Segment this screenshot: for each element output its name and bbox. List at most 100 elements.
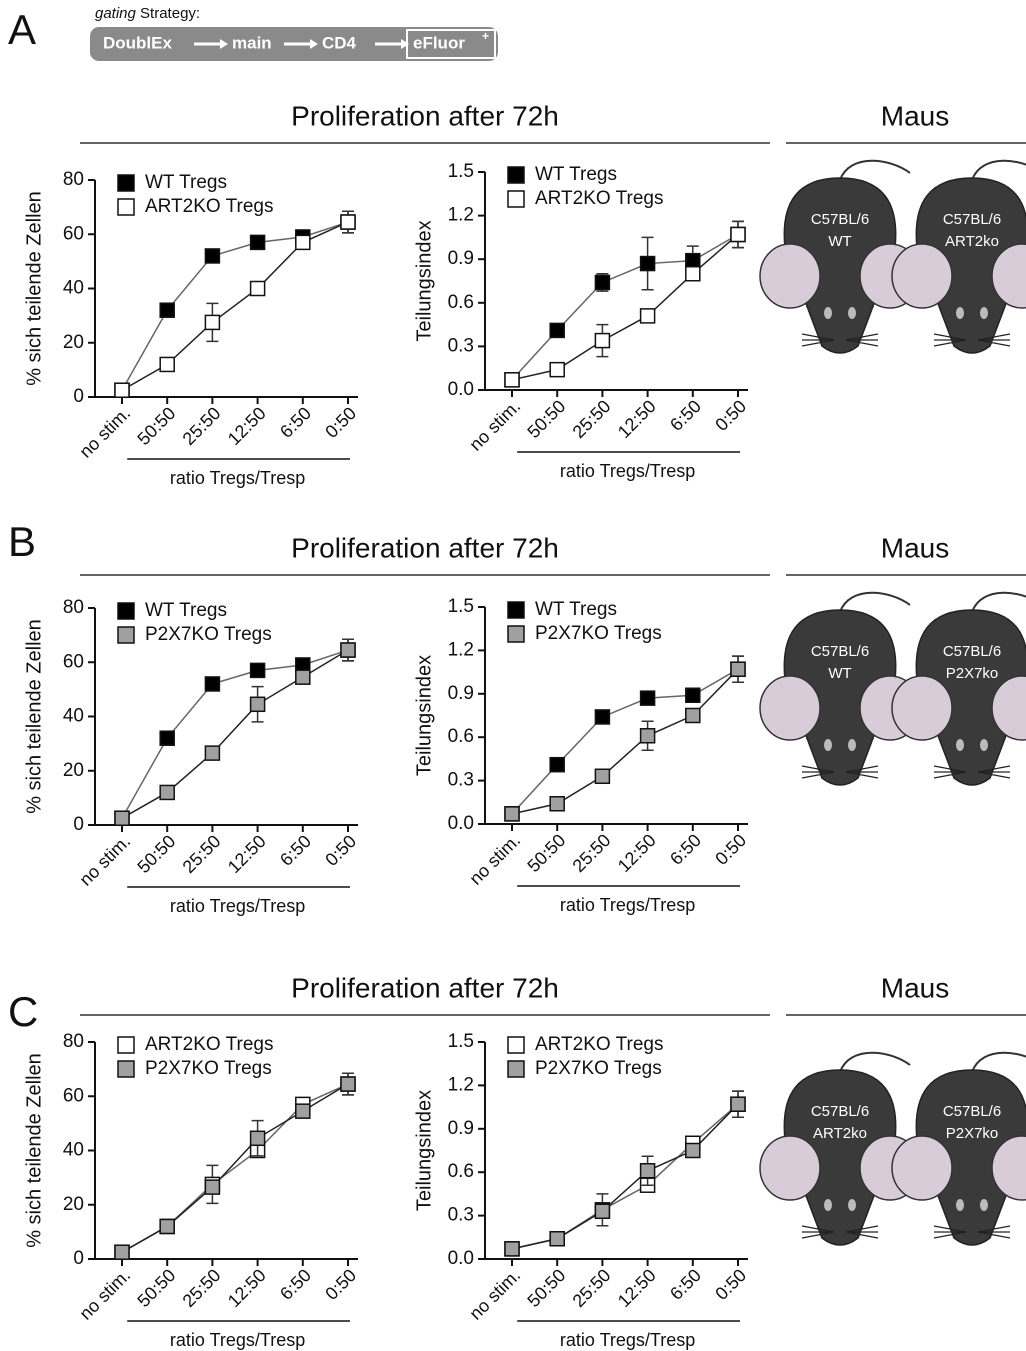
marker <box>594 768 611 785</box>
y-tick-label: 0.6 <box>448 292 474 313</box>
y-tick-label: 0.9 <box>448 683 474 704</box>
mouse-eye <box>824 1199 832 1211</box>
marker <box>594 332 611 349</box>
marker <box>639 255 656 272</box>
legend-swatch <box>507 166 525 184</box>
gating-arrowhead <box>401 39 409 49</box>
side-heading: Maus <box>881 100 949 131</box>
mouse-label: C57BL/6 <box>943 1103 1001 1120</box>
mouse-ear <box>891 675 953 741</box>
marker <box>685 707 701 724</box>
mouse-tail <box>839 159 911 181</box>
marker <box>594 1203 611 1220</box>
legend-label: WT Tregs <box>145 172 227 193</box>
mouse-whisker <box>933 333 967 341</box>
gating-step: DoublEx <box>103 33 172 52</box>
marker <box>594 709 611 725</box>
gating-arrowhead <box>310 39 318 49</box>
gating-label: gating Strategy: <box>95 5 200 22</box>
y-tick-label: 1.5 <box>448 161 474 182</box>
marker <box>549 795 565 812</box>
mouse: C57BL/6 ART2ko <box>759 1051 921 1246</box>
mouse-whisker <box>801 339 835 347</box>
y-tick-label: 0.0 <box>448 813 474 834</box>
x-axis-label: ratio Tregs/Tresp <box>560 895 695 915</box>
series-line <box>121 649 349 819</box>
legend-swatch <box>117 174 135 192</box>
mouse-whisker <box>933 1225 967 1233</box>
marker <box>549 756 565 773</box>
section-heading: Proliferation after 72h <box>291 100 559 131</box>
legend-swatch <box>117 1060 135 1078</box>
mouse-tail <box>971 591 1026 613</box>
legend-swatch <box>117 198 135 216</box>
x-tick-label: 12:50 <box>614 396 660 442</box>
mouse-whisker <box>801 771 835 779</box>
y-tick-label: 20 <box>63 332 84 353</box>
legend-swatch <box>117 602 135 620</box>
legend-swatch <box>117 1036 135 1054</box>
y-tick-label: 0.3 <box>448 770 474 791</box>
y-axis-label: % sich teilende Zellen <box>23 619 45 814</box>
panel-letter: B <box>8 518 36 565</box>
x-tick-label: 12:50 <box>224 403 270 449</box>
mouse-ear <box>759 1135 821 1201</box>
marker <box>685 687 701 703</box>
marker <box>249 696 266 713</box>
mouse-eye <box>848 739 856 751</box>
mouse-whisker <box>845 765 879 773</box>
gating-italic: gating <box>95 5 137 22</box>
mouse-label: C57BL/6 <box>943 643 1001 660</box>
mouse-whisker <box>845 339 879 347</box>
mouse-eye <box>956 307 964 319</box>
legend-label: WT Tregs <box>535 164 617 185</box>
gating-rest: Strategy: <box>140 5 200 22</box>
y-tick-label: 1.5 <box>448 1031 474 1052</box>
marker <box>594 274 611 291</box>
y-tick-label: 0.0 <box>448 1248 474 1269</box>
marker <box>249 662 266 679</box>
x-tick-label: 0:50 <box>321 1265 360 1304</box>
marker <box>204 745 221 761</box>
series-line <box>511 668 739 815</box>
y-tick-label: 0.6 <box>448 1161 474 1182</box>
marker <box>549 322 565 339</box>
mouse-eye <box>980 1199 988 1211</box>
mouse-tail <box>971 159 1026 181</box>
x-tick-label: 25:50 <box>179 831 225 877</box>
y-axis-label: % sich teilende Zellen <box>23 191 45 386</box>
x-tick-label: 50:50 <box>523 1265 569 1311</box>
marker <box>730 1096 746 1112</box>
mouse-label: C57BL/6 <box>943 211 1001 228</box>
mouse-body <box>783 177 897 354</box>
y-tick-label: 60 <box>63 223 84 244</box>
marker <box>295 669 311 685</box>
series-line <box>121 221 349 391</box>
mouse-ear <box>891 1135 953 1201</box>
legend-swatch <box>507 1060 525 1078</box>
marker <box>685 252 701 269</box>
y-tick-label: 40 <box>63 278 84 299</box>
y-tick-label: 20 <box>63 760 84 781</box>
legend-label: P2X7KO Tregs <box>145 624 272 645</box>
mouse: C57BL/6 P2X7ko <box>891 1051 1026 1246</box>
mouse: C57BL/6 WT <box>759 591 921 786</box>
mouse-whisker <box>977 771 1011 779</box>
marker <box>639 1163 656 1179</box>
marker <box>549 361 565 378</box>
x-tick-label: 25:50 <box>569 396 615 442</box>
mouse-whisker <box>801 1231 835 1239</box>
mouse-body <box>915 609 1026 786</box>
y-tick-label: 80 <box>63 597 84 618</box>
mouse-tail <box>839 591 911 613</box>
marker <box>730 661 746 677</box>
mouse-whisker <box>845 771 879 779</box>
x-tick-label: 12:50 <box>614 1265 660 1311</box>
marker <box>249 234 266 251</box>
mouse: C57BL/6 P2X7ko <box>891 591 1026 786</box>
mouse-ear <box>759 243 821 309</box>
x-tick-label: 6:50 <box>276 1265 315 1304</box>
y-tick-label: 1.2 <box>448 205 474 226</box>
marker <box>685 1142 701 1159</box>
mouse-whisker <box>977 339 1011 347</box>
